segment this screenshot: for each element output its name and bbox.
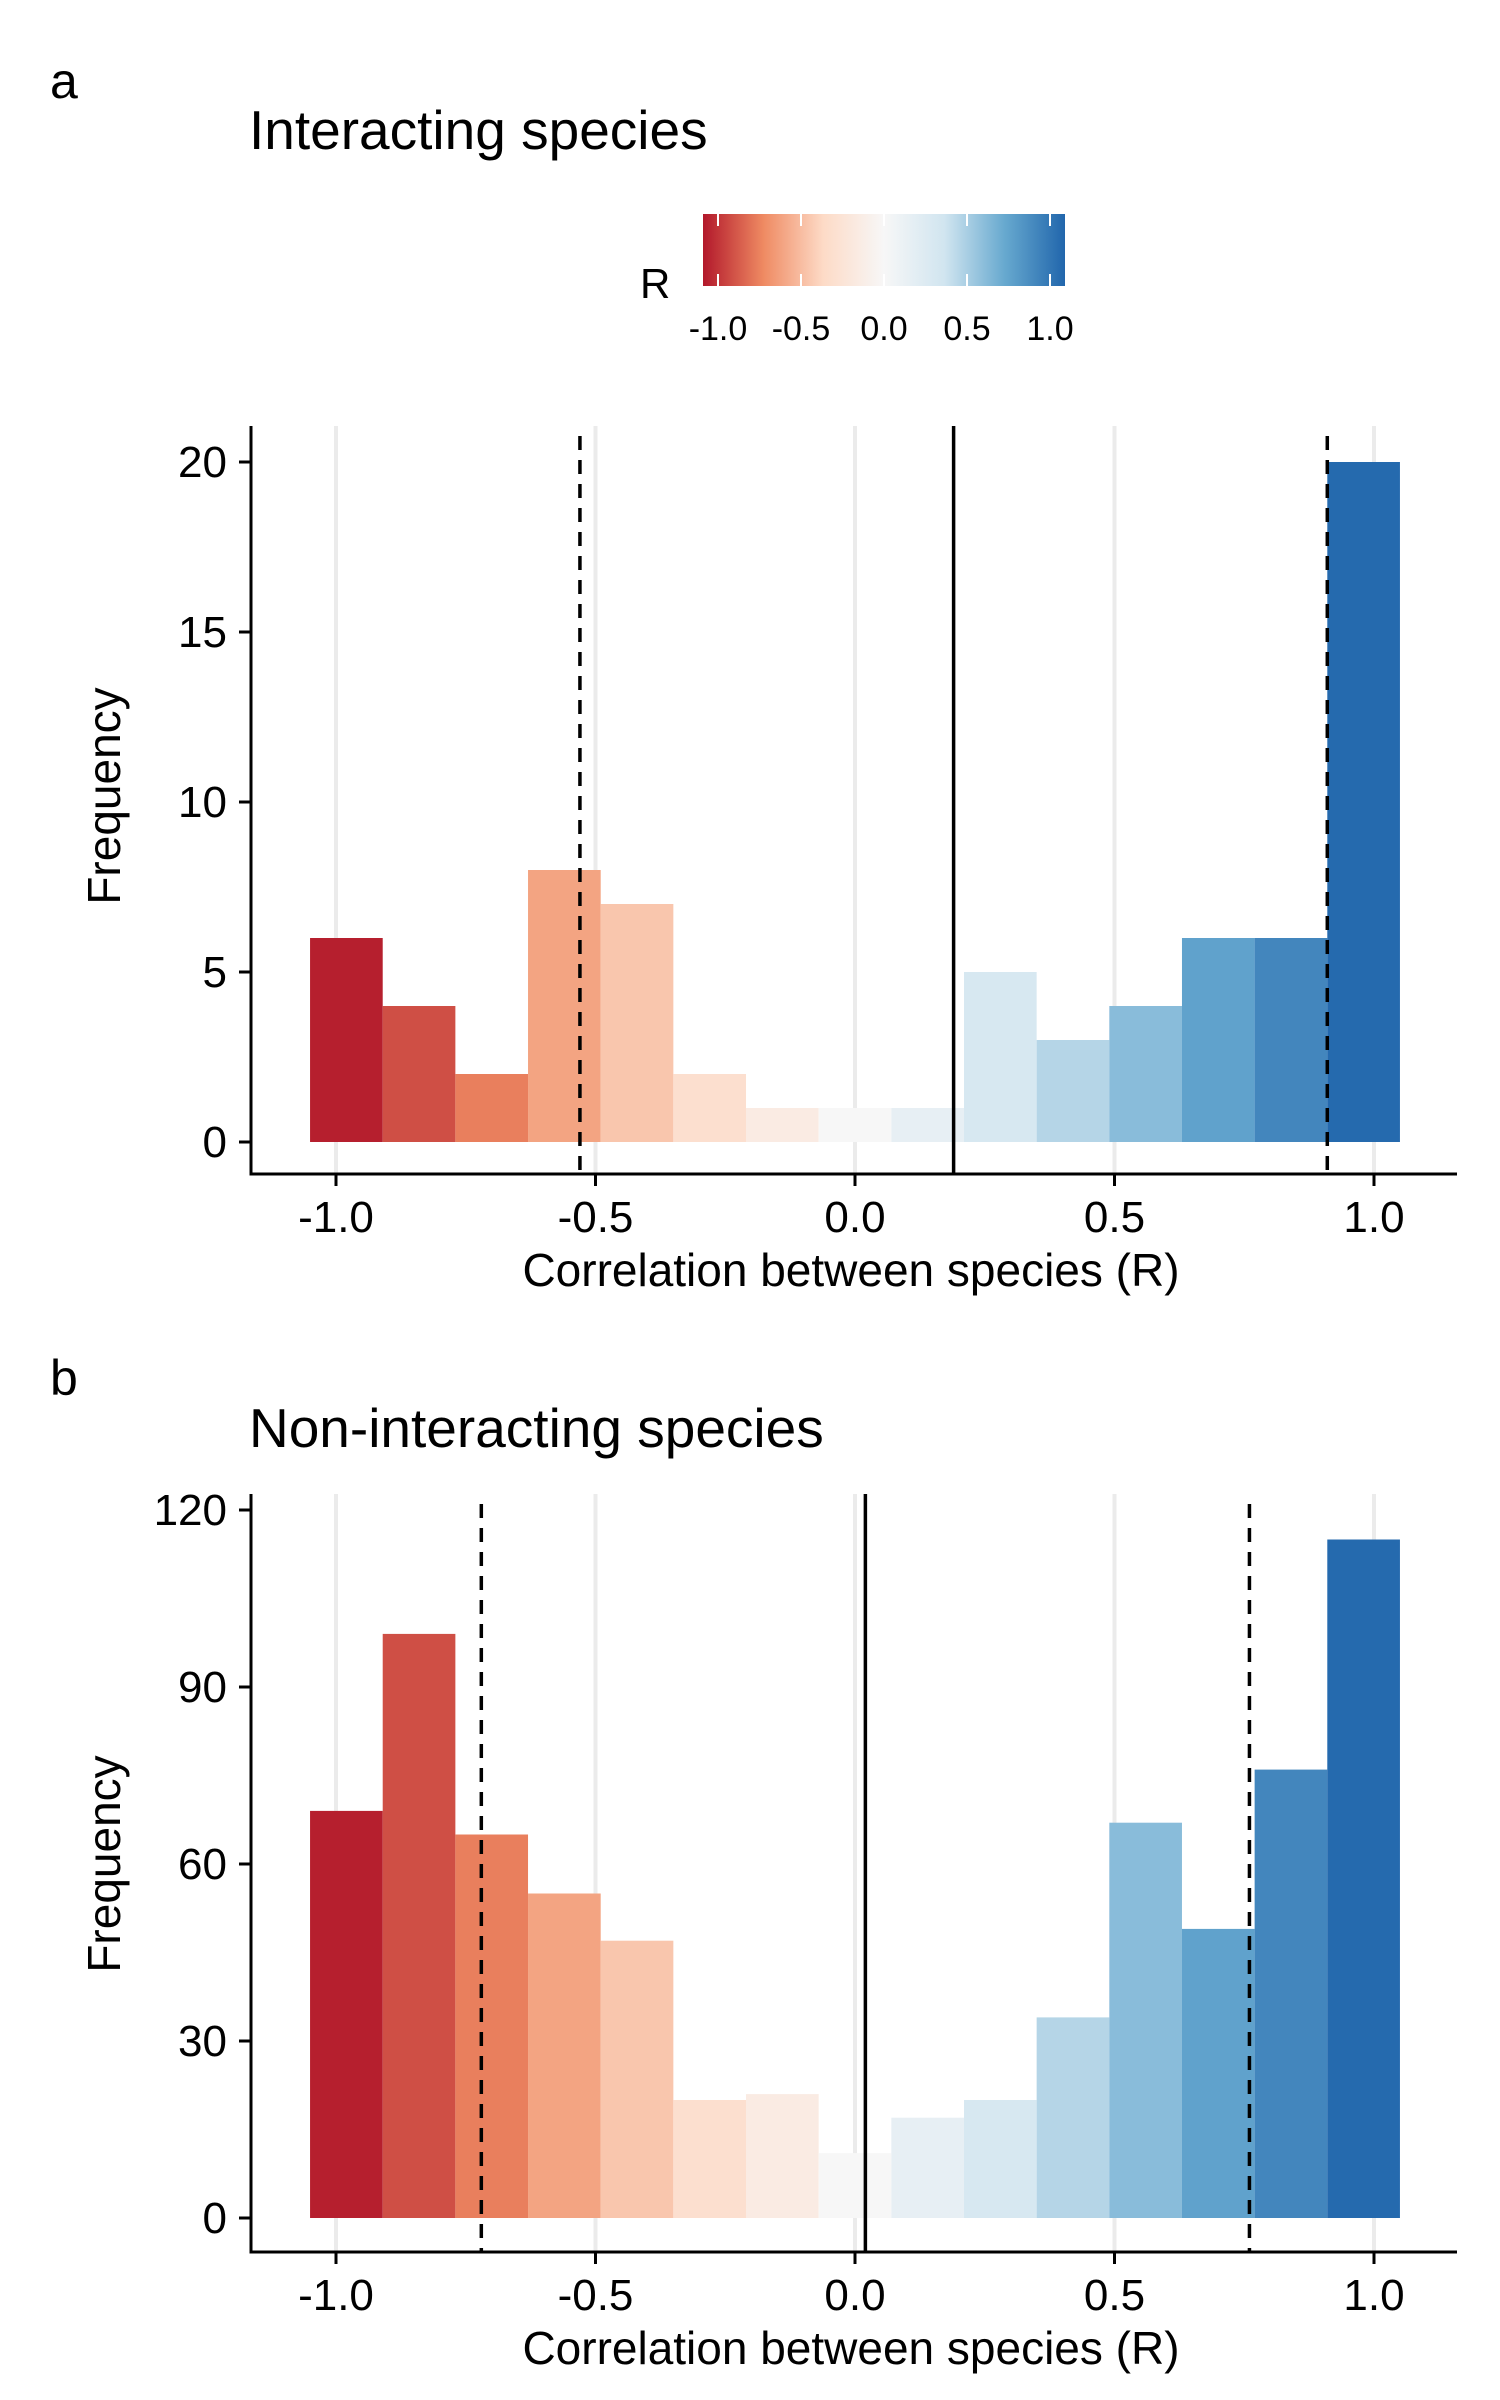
panel-b-x-ticks: -1.0 -0.5 0.0 0.5 1.0: [298, 2252, 1405, 2320]
histogram-bar: [528, 870, 601, 1142]
y-tick-label: 60: [178, 1840, 227, 1889]
panel-b-reference-lines: [479, 1494, 1252, 2252]
histogram-bar: [1109, 1822, 1182, 2218]
panel-a-bars: [310, 462, 1400, 1142]
x-tick-label: 1.0: [1343, 1193, 1404, 1242]
x-tick-label: -0.5: [558, 1193, 634, 1242]
histogram-bar: [963, 972, 1037, 1142]
panel-a-x-axis-title: Correlation between species (R): [522, 1244, 1179, 1296]
histogram-bar: [818, 2153, 892, 2218]
y-tick-label: 15: [178, 608, 227, 657]
y-tick-label: 0: [203, 1118, 227, 1167]
x-tick-label: 0.5: [1084, 2271, 1145, 2320]
histogram-bar: [746, 2094, 819, 2218]
histogram-bar: [746, 1108, 819, 1142]
histogram-bar: [673, 1074, 747, 1142]
legend-tick-label: 1.0: [1026, 310, 1073, 348]
histogram-bar: [1036, 2017, 1110, 2218]
y-tick-label: 20: [178, 438, 227, 487]
histogram-bar: [818, 1108, 892, 1142]
histogram-bar: [310, 938, 383, 1142]
x-tick-label: 0.0: [824, 2271, 885, 2320]
panel-b-y-ticks: 0 30 60 90 120: [154, 1486, 251, 2243]
histogram-bar: [963, 2100, 1037, 2218]
legend-title: R: [640, 260, 670, 307]
histogram-bar: [310, 1810, 383, 2218]
y-tick-label: 10: [178, 778, 227, 827]
histogram-bar: [673, 2100, 747, 2218]
panel-b-letter: b: [50, 1350, 78, 1406]
x-tick-label: 1.0: [1343, 2271, 1404, 2320]
panel-b-y-axis-title: Frequency: [78, 1755, 130, 1972]
histogram-bar: [1036, 1040, 1110, 1142]
histogram-bar: [1254, 1769, 1328, 2218]
panel-b-x-axis-title: Correlation between species (R): [522, 2322, 1179, 2374]
histogram-bar: [600, 1940, 674, 2218]
x-tick-label: -0.5: [558, 2271, 634, 2320]
histogram-bar: [455, 1074, 529, 1142]
histogram-bar: [600, 904, 674, 1142]
panel-a-y-axis-title: Frequency: [78, 687, 130, 904]
panel-b-axes: [249, 1494, 1457, 2254]
panel-a-chart: -1.0 -0.5 0.0 0.5 1.0 0 5 10 15 20 Correlation b…: [78, 426, 1457, 1296]
y-tick-label: 90: [178, 1663, 227, 1712]
histogram-bar: [1327, 462, 1400, 1142]
legend-tick-label: 0.0: [860, 310, 907, 348]
histogram-bar: [528, 1893, 601, 2218]
legend-tick-label: -1.0: [689, 310, 748, 348]
panel-a-reference-lines: [578, 426, 1330, 1174]
x-tick-label: -1.0: [298, 2271, 374, 2320]
histogram-bar: [1181, 938, 1255, 1142]
y-tick-label: 5: [203, 948, 227, 997]
panel-a-title: Interacting species: [249, 99, 708, 161]
x-tick-label: -1.0: [298, 1193, 374, 1242]
x-tick-label: 0.0: [824, 1193, 885, 1242]
color-legend: R -1.0 -0.5 0.0 0.5 1.0: [640, 214, 1074, 348]
panel-a-letter: a: [50, 53, 78, 109]
histogram-bar: [382, 1633, 456, 2218]
panel-b-bars: [310, 1539, 1400, 2218]
histogram-bar: [1109, 1006, 1182, 1142]
histogram-bar: [891, 2117, 964, 2218]
x-tick-label: 0.5: [1084, 1193, 1145, 1242]
legend-ticks: -1.0 -0.5 0.0 0.5 1.0: [689, 214, 1074, 348]
panel-b-title: Non-interacting species: [249, 1397, 824, 1459]
histogram-bar: [455, 1834, 529, 2218]
histogram-bar: [1254, 938, 1328, 1142]
histogram-bar: [1181, 1928, 1255, 2218]
legend-tick-label: -0.5: [772, 310, 831, 348]
panel-a-x-ticks: -1.0 -0.5 0.0 0.5 1.0: [298, 1174, 1405, 1242]
y-tick-label: 30: [178, 2017, 227, 2066]
panel-b-chart: -1.0 -0.5 0.0 0.5 1.0 0 30 60 90 120 Correlation…: [78, 1486, 1457, 2374]
y-tick-label: 120: [154, 1486, 227, 1535]
histogram-bar: [382, 1006, 456, 1142]
panel-a-y-ticks: 0 5 10 15 20: [178, 438, 251, 1167]
histogram-bar: [1327, 1539, 1400, 2218]
legend-tick-label: 0.5: [943, 310, 990, 348]
y-tick-label: 0: [203, 2194, 227, 2243]
